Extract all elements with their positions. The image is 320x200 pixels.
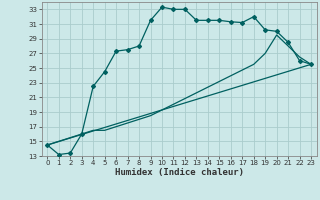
X-axis label: Humidex (Indice chaleur): Humidex (Indice chaleur) bbox=[115, 168, 244, 177]
